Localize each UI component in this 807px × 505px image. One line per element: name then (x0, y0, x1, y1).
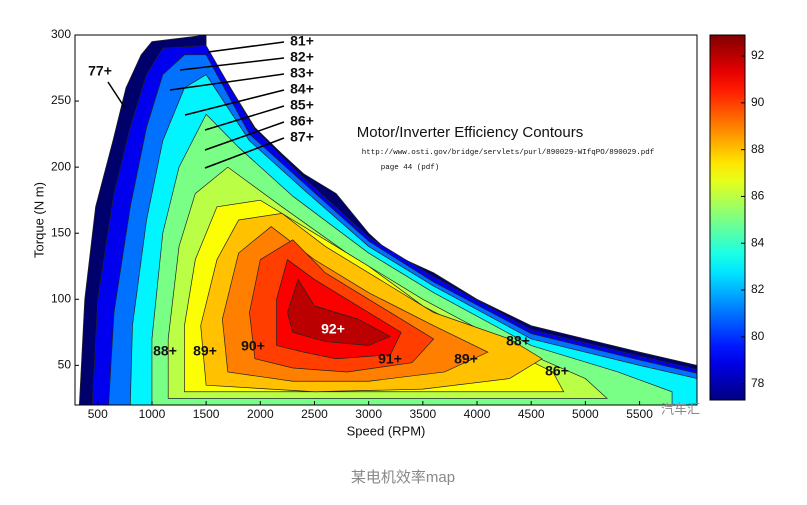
colorbar-tick-label: 92 (751, 48, 765, 62)
y-tick-label: 150 (51, 225, 71, 239)
contour-annotation: 89+ (193, 343, 217, 359)
source-page: page 44 (pdf) (381, 164, 440, 172)
contour-annotation: 77+ (88, 63, 112, 79)
contour-annotation: 90+ (241, 338, 265, 354)
colorbar-tick-label: 88 (751, 142, 765, 156)
contour-annotation: 88+ (153, 343, 177, 359)
contour-annotation: 84+ (290, 81, 314, 97)
plot-frame (74, 34, 698, 406)
leader-line (204, 121, 285, 151)
plot-area: 500 1000 1500 2000 2500 3000 3500 4000 4500 5000 5… (51, 27, 698, 421)
colorbar-tick-label: 90 (751, 95, 765, 109)
y-tick-label: 200 (51, 159, 71, 173)
leader-line (207, 41, 285, 53)
contour-annotation: 81+ (290, 33, 314, 49)
y-axis-label: Torque (N m) (31, 182, 46, 258)
x-tick-label: 4000 (464, 407, 491, 421)
colorbar-tick-label: 80 (751, 329, 765, 343)
x-tick-label: 4500 (518, 407, 545, 421)
chart-title: Motor/Inverter Efficiency Contours (357, 124, 583, 141)
leader-line (204, 105, 285, 131)
leader-line (204, 137, 285, 169)
contour-annotation: 89+ (454, 351, 478, 367)
colorbar-tick-label: 82 (751, 282, 765, 296)
contour-annotation: 88+ (506, 333, 530, 349)
contour-annotation: 87+ (290, 129, 314, 145)
leader-line (107, 81, 126, 109)
x-tick-label: 2500 (301, 407, 328, 421)
x-tick-label: 500 (88, 407, 108, 421)
y-tick-label: 50 (58, 358, 72, 372)
x-tick-label: 1500 (193, 407, 220, 421)
contour-annotation: 83+ (290, 65, 314, 81)
colorbar (709, 34, 746, 401)
contour-annotation: 85+ (290, 97, 314, 113)
leader-line (184, 89, 285, 116)
colorbar-tick-label: 78 (751, 376, 765, 390)
contour-annotation: 86+ (290, 113, 314, 129)
contour-annotation: 91+ (378, 351, 402, 367)
x-tick-label: 2000 (247, 407, 274, 421)
contour-annotation: 86+ (545, 363, 569, 379)
leader-line (179, 57, 285, 71)
y-tick-label: 300 (51, 27, 71, 41)
x-tick-label: 3000 (355, 407, 382, 421)
colorbar-tick-label: 86 (751, 189, 765, 203)
contour-annotation: 82+ (290, 49, 314, 65)
contour-annotation: 92+ (321, 321, 345, 337)
x-tick-label: 3500 (409, 407, 436, 421)
x-tick-label: 5000 (572, 407, 599, 421)
contour-regions (78, 35, 697, 405)
y-tick-label: 250 (51, 93, 71, 107)
caption: 某电机效率map (351, 469, 455, 486)
watermark: 汽车汇 (661, 401, 700, 416)
x-tick-label: 1000 (139, 407, 166, 421)
x-tick-label: 5500 (626, 407, 653, 421)
x-axis-label: Speed (RPM) (347, 423, 426, 438)
source-url: http://www.osti.gov/bridge/servlets/purl… (362, 149, 655, 157)
contour-region (287, 278, 392, 346)
y-tick-label: 100 (51, 291, 71, 305)
leader-line (169, 73, 285, 91)
colorbar-tick-label: 84 (751, 235, 765, 249)
